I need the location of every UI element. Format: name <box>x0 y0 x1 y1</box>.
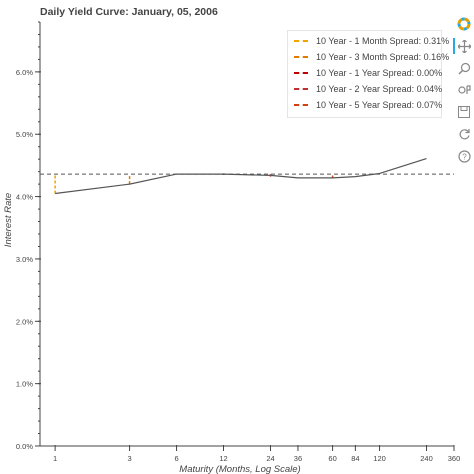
wheel-zoom-icon[interactable] <box>454 80 474 100</box>
reset-icon[interactable] <box>454 124 474 144</box>
legend-item-5y[interactable]: 10 Year - 5 Year Spread: 0.07% <box>294 98 442 112</box>
legend-label: 10 Year - 5 Year Spread: 0.07% <box>316 100 443 110</box>
y-tick-label: 3.0% <box>16 255 33 264</box>
legend-swatch <box>294 104 308 106</box>
pan-icon[interactable] <box>453 36 474 56</box>
y-tick-label: 5.0% <box>16 130 33 139</box>
x-tick-label: 120 <box>373 454 386 463</box>
legend-swatch <box>294 56 308 58</box>
legend-swatch <box>294 88 308 90</box>
svg-text:?: ? <box>462 152 467 161</box>
x-tick-label: 1 <box>53 454 57 463</box>
legend-label: 10 Year - 3 Month Spread: 0.16% <box>316 52 450 62</box>
legend-swatch <box>294 72 308 74</box>
legend-swatch <box>294 40 308 42</box>
legend-label: 10 Year - 2 Year Spread: 0.04% <box>316 84 443 94</box>
x-tick-label: 36 <box>294 454 302 463</box>
y-tick-label: 1.0% <box>16 380 33 389</box>
x-tick-label: 360 <box>448 454 461 463</box>
x-tick-label: 60 <box>328 454 336 463</box>
y-tick-label: 4.0% <box>16 193 33 202</box>
chart-title: Daily Yield Curve: January, 05, 2006 <box>40 6 218 18</box>
x-axis-label: Maturity (Months, Log Scale) <box>179 464 300 474</box>
save-icon[interactable] <box>454 102 474 122</box>
x-tick-label: 84 <box>351 454 359 463</box>
x-tick-label: 3 <box>127 454 131 463</box>
legend-item-1m[interactable]: 10 Year - 1 Month Spread: 0.31% <box>294 34 449 48</box>
legend-item-2y[interactable]: 10 Year - 2 Year Spread: 0.04% <box>294 82 442 96</box>
bokeh-logo-icon[interactable] <box>454 14 474 34</box>
x-tick-label: 240 <box>420 454 433 463</box>
legend-label: 10 Year - 1 Month Spread: 0.31% <box>316 36 450 46</box>
x-tick-label: 12 <box>219 454 227 463</box>
legend-item-3m[interactable]: 10 Year - 3 Month Spread: 0.16% <box>294 50 449 64</box>
legend-item-1y[interactable]: 10 Year - 1 Year Spread: 0.00% <box>294 66 442 80</box>
x-tick-label: 24 <box>266 454 274 463</box>
yield-curve-line <box>55 158 427 195</box>
help-icon[interactable]: ? <box>454 146 474 166</box>
box-zoom-icon[interactable] <box>454 58 474 78</box>
y-axis-label: Interest Rate <box>3 193 14 247</box>
y-tick-label: 0.0% <box>16 442 33 451</box>
y-tick-label: 2.0% <box>16 317 33 326</box>
y-tick-label: 6.0% <box>16 68 33 77</box>
legend-label: 10 Year - 1 Year Spread: 0.00% <box>316 68 443 78</box>
legend: 10 Year - 1 Month Spread: 0.31% 10 Year … <box>287 30 449 118</box>
x-tick-label: 6 <box>174 454 178 463</box>
